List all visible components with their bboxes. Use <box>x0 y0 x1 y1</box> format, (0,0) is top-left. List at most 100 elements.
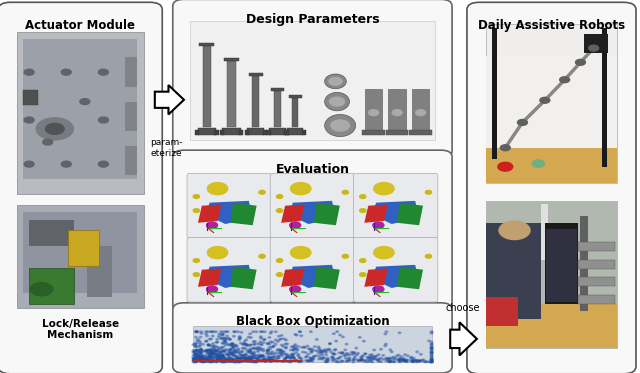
Circle shape <box>244 358 248 360</box>
Circle shape <box>366 359 369 361</box>
Circle shape <box>267 353 269 355</box>
Circle shape <box>195 357 197 358</box>
Circle shape <box>262 359 265 360</box>
Circle shape <box>319 349 321 351</box>
Circle shape <box>225 338 227 339</box>
Circle shape <box>430 352 433 354</box>
Circle shape <box>353 356 356 358</box>
Circle shape <box>230 357 232 359</box>
Circle shape <box>246 357 249 359</box>
Circle shape <box>417 360 420 362</box>
Circle shape <box>276 350 279 351</box>
Circle shape <box>397 360 400 361</box>
Circle shape <box>205 360 207 362</box>
Circle shape <box>271 341 274 343</box>
Circle shape <box>209 360 212 361</box>
Circle shape <box>339 356 342 358</box>
Circle shape <box>201 357 204 358</box>
Circle shape <box>324 352 328 353</box>
Circle shape <box>196 356 199 358</box>
Circle shape <box>305 356 307 358</box>
Circle shape <box>232 359 234 360</box>
Circle shape <box>360 358 363 360</box>
Circle shape <box>218 351 220 353</box>
Circle shape <box>352 359 355 361</box>
Circle shape <box>307 361 309 362</box>
Circle shape <box>403 359 405 361</box>
Circle shape <box>222 333 225 335</box>
Circle shape <box>278 339 281 340</box>
Circle shape <box>221 347 224 348</box>
Circle shape <box>253 344 256 345</box>
Circle shape <box>212 343 214 344</box>
Circle shape <box>361 358 364 360</box>
Circle shape <box>260 348 262 349</box>
Circle shape <box>368 357 371 358</box>
Polygon shape <box>198 269 221 287</box>
Circle shape <box>346 360 349 362</box>
Circle shape <box>285 356 288 358</box>
Circle shape <box>285 353 287 355</box>
Circle shape <box>193 361 196 363</box>
Circle shape <box>589 45 598 51</box>
Circle shape <box>214 350 217 351</box>
Circle shape <box>209 361 211 363</box>
Circle shape <box>204 356 207 358</box>
Circle shape <box>406 361 408 363</box>
Circle shape <box>202 361 205 363</box>
Circle shape <box>237 360 239 362</box>
Circle shape <box>235 355 237 357</box>
Polygon shape <box>206 265 253 288</box>
Circle shape <box>333 354 336 355</box>
Circle shape <box>352 359 355 361</box>
Circle shape <box>340 360 344 361</box>
Circle shape <box>254 355 257 357</box>
Circle shape <box>402 360 404 361</box>
Circle shape <box>226 354 228 356</box>
Circle shape <box>306 345 309 347</box>
Circle shape <box>376 360 380 361</box>
Circle shape <box>209 349 211 351</box>
Circle shape <box>237 331 239 332</box>
Circle shape <box>419 360 421 361</box>
Bar <box>17 205 143 308</box>
Circle shape <box>222 342 225 344</box>
Circle shape <box>222 351 225 352</box>
Circle shape <box>223 361 227 363</box>
Circle shape <box>312 356 316 357</box>
Circle shape <box>284 359 287 360</box>
Circle shape <box>336 331 339 332</box>
Circle shape <box>205 350 209 351</box>
Circle shape <box>198 350 201 352</box>
Circle shape <box>264 358 267 360</box>
Bar <box>224 58 239 61</box>
Circle shape <box>255 361 259 363</box>
Circle shape <box>227 337 230 339</box>
Circle shape <box>310 358 312 360</box>
Circle shape <box>301 351 304 353</box>
Circle shape <box>212 357 214 358</box>
Circle shape <box>228 357 231 358</box>
Circle shape <box>193 360 196 362</box>
Circle shape <box>238 336 241 337</box>
Circle shape <box>229 350 232 351</box>
Circle shape <box>192 351 195 353</box>
Circle shape <box>369 110 378 116</box>
Circle shape <box>208 350 211 351</box>
Circle shape <box>246 359 249 360</box>
Circle shape <box>246 358 249 360</box>
Circle shape <box>210 352 212 354</box>
Circle shape <box>286 343 289 345</box>
Circle shape <box>393 361 396 363</box>
Circle shape <box>253 352 255 354</box>
Circle shape <box>298 357 301 359</box>
Circle shape <box>360 356 363 357</box>
Circle shape <box>262 359 264 361</box>
Circle shape <box>194 345 196 347</box>
Circle shape <box>205 350 208 351</box>
Polygon shape <box>450 322 477 355</box>
Circle shape <box>364 353 367 355</box>
Circle shape <box>215 361 218 362</box>
Circle shape <box>261 354 264 356</box>
Circle shape <box>360 359 363 361</box>
